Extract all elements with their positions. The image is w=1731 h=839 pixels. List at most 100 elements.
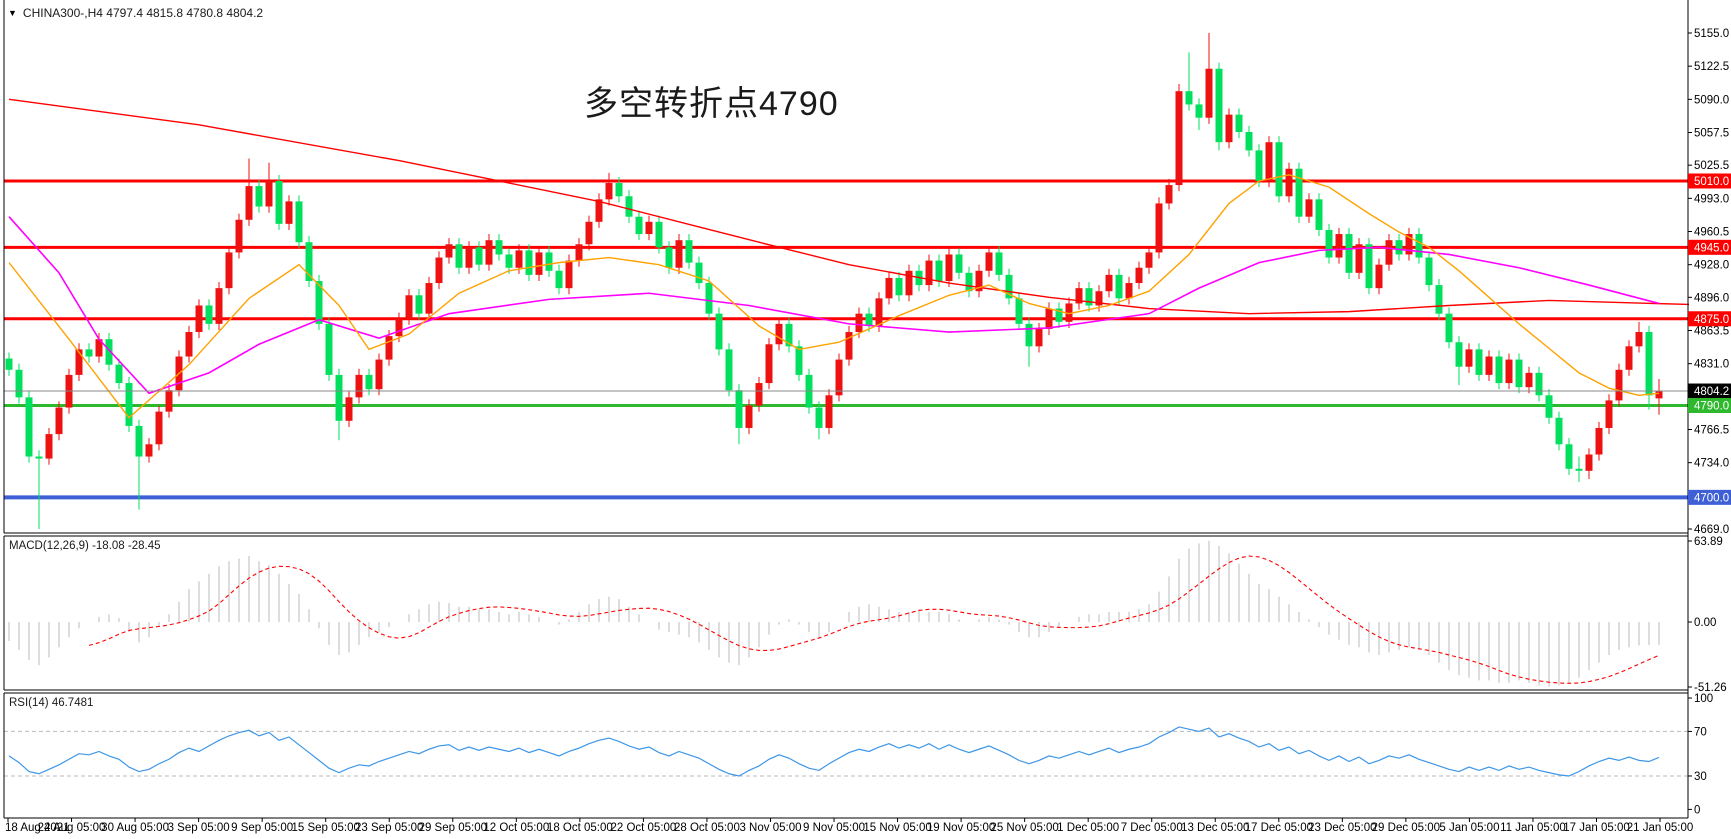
candle-body — [1375, 264, 1383, 289]
candle-body — [675, 240, 683, 268]
candle-body — [405, 295, 413, 319]
price-tick-label: 4734.0 — [1694, 458, 1729, 470]
candle-body — [1525, 372, 1533, 388]
candle-body — [375, 359, 383, 390]
candle-body — [1045, 308, 1053, 329]
macd-panel[interactable]: 63.89 0.00 -51.26 — [8, 536, 1727, 694]
time-tick-label: 21 Jan 05:00 — [1627, 822, 1694, 834]
candle-body — [1585, 454, 1593, 471]
candle-body — [385, 336, 393, 360]
time-tick-label: 9 Nov 05:00 — [803, 822, 865, 834]
rsi-axis-label: 100 — [1694, 693, 1713, 705]
candle-body — [235, 219, 243, 253]
macd-axis-label: -51.26 — [1694, 682, 1727, 694]
candle-body — [85, 349, 93, 357]
price-tick-label: 4766.5 — [1694, 424, 1729, 436]
time-tick-label: 18 Oct 05:00 — [547, 822, 613, 834]
candle-body — [305, 242, 313, 281]
candle-body — [1405, 234, 1413, 255]
candle-body — [1415, 234, 1423, 258]
candle-body — [595, 199, 603, 222]
candle-body — [1005, 274, 1013, 299]
rsi-axis-label: 30 — [1694, 771, 1707, 783]
candle-body — [605, 183, 613, 200]
candle-body — [1065, 303, 1073, 322]
candle-body — [325, 323, 333, 375]
candle-body — [115, 364, 123, 384]
price-badge-label: 4700.0 — [1694, 493, 1729, 505]
time-tick-label: 17 Jan 05:00 — [1563, 822, 1630, 834]
candle-body — [285, 201, 293, 224]
candle-body — [785, 323, 793, 347]
candle-body — [1495, 356, 1503, 384]
time-tick-label: 3 Nov 05:00 — [739, 822, 801, 834]
candle-body — [545, 252, 553, 271]
rsi-axis-label: 0 — [1694, 804, 1700, 816]
candle-body — [165, 390, 173, 412]
time-tick-label: 17 Dec 05:00 — [1245, 822, 1313, 834]
price-badge-label: 4790.0 — [1694, 401, 1729, 413]
time-tick-label: 29 Dec 05:00 — [1372, 822, 1440, 834]
candle-body — [965, 272, 973, 292]
price-tick-label: 4669.0 — [1694, 524, 1729, 536]
candle-body — [245, 186, 253, 220]
candle-body — [1025, 323, 1033, 347]
chart-title-bar: ▼ CHINA300-,H4 4797.4 4815.8 4780.8 4804… — [8, 6, 263, 20]
candle-body — [1105, 274, 1113, 292]
candle-body — [1445, 313, 1453, 343]
candle-body — [1555, 417, 1563, 445]
candle-body — [5, 358, 13, 370]
time-tick-label: 1 Dec 05:00 — [1057, 822, 1119, 834]
candle-body — [315, 281, 323, 324]
candle-body — [655, 221, 663, 248]
candle-body — [615, 183, 623, 197]
ma-fast-orange — [8, 174, 1660, 419]
candle-body — [1245, 131, 1253, 151]
candle-body — [355, 374, 363, 398]
candle-body — [25, 397, 33, 457]
candle-body — [1485, 356, 1493, 375]
candle-body — [1385, 240, 1393, 265]
time-tick-label: 25 Nov 05:00 — [990, 822, 1058, 834]
candle-body — [1235, 114, 1243, 132]
candle-body — [725, 349, 733, 391]
candle-body — [665, 247, 673, 268]
price-axis[interactable]: 5155.0 5122.5 5090.0 5057.5 5025.5 4993.0 4960… — [1688, 28, 1729, 536]
candle-body — [1035, 328, 1043, 347]
candle-body — [745, 405, 753, 428]
candle-body — [265, 180, 273, 207]
macd-axis-label: 0.00 — [1694, 617, 1716, 629]
candlesticks — [5, 33, 1663, 529]
candle-body — [35, 456, 43, 459]
price-axis-badge — [1688, 311, 1731, 327]
candle-body — [895, 277, 903, 296]
candle-body — [1175, 91, 1183, 186]
candle-body — [835, 359, 843, 396]
symbol-dropdown-icon[interactable]: ▼ — [8, 8, 17, 18]
price-tick-label: 5057.5 — [1694, 128, 1729, 140]
candle-body — [415, 295, 423, 314]
time-tick-label: 11 Jan 05:00 — [1500, 822, 1566, 834]
price-badge-label: 4875.0 — [1694, 314, 1729, 326]
candle-body — [685, 240, 693, 263]
candle-body — [1425, 257, 1433, 286]
price-tick-label: 5025.5 — [1694, 160, 1729, 172]
candle-body — [735, 390, 743, 428]
rsi-panel[interactable]: 100 70 30 0 — [4, 693, 1713, 816]
candle-body — [95, 339, 103, 357]
candle-body — [1435, 285, 1443, 314]
candle-body — [1535, 372, 1543, 396]
candle-body — [645, 221, 653, 235]
panel-borders — [3, 0, 1689, 819]
candle-body — [715, 313, 723, 350]
candle-body — [1565, 444, 1573, 469]
candle-body — [145, 444, 153, 457]
ma-medium-magenta — [8, 216, 1660, 395]
candle-body — [845, 332, 853, 360]
time-tick-label: 3 Sep 05:00 — [168, 822, 230, 834]
candle-body — [1645, 332, 1653, 396]
candle-body — [395, 318, 403, 337]
